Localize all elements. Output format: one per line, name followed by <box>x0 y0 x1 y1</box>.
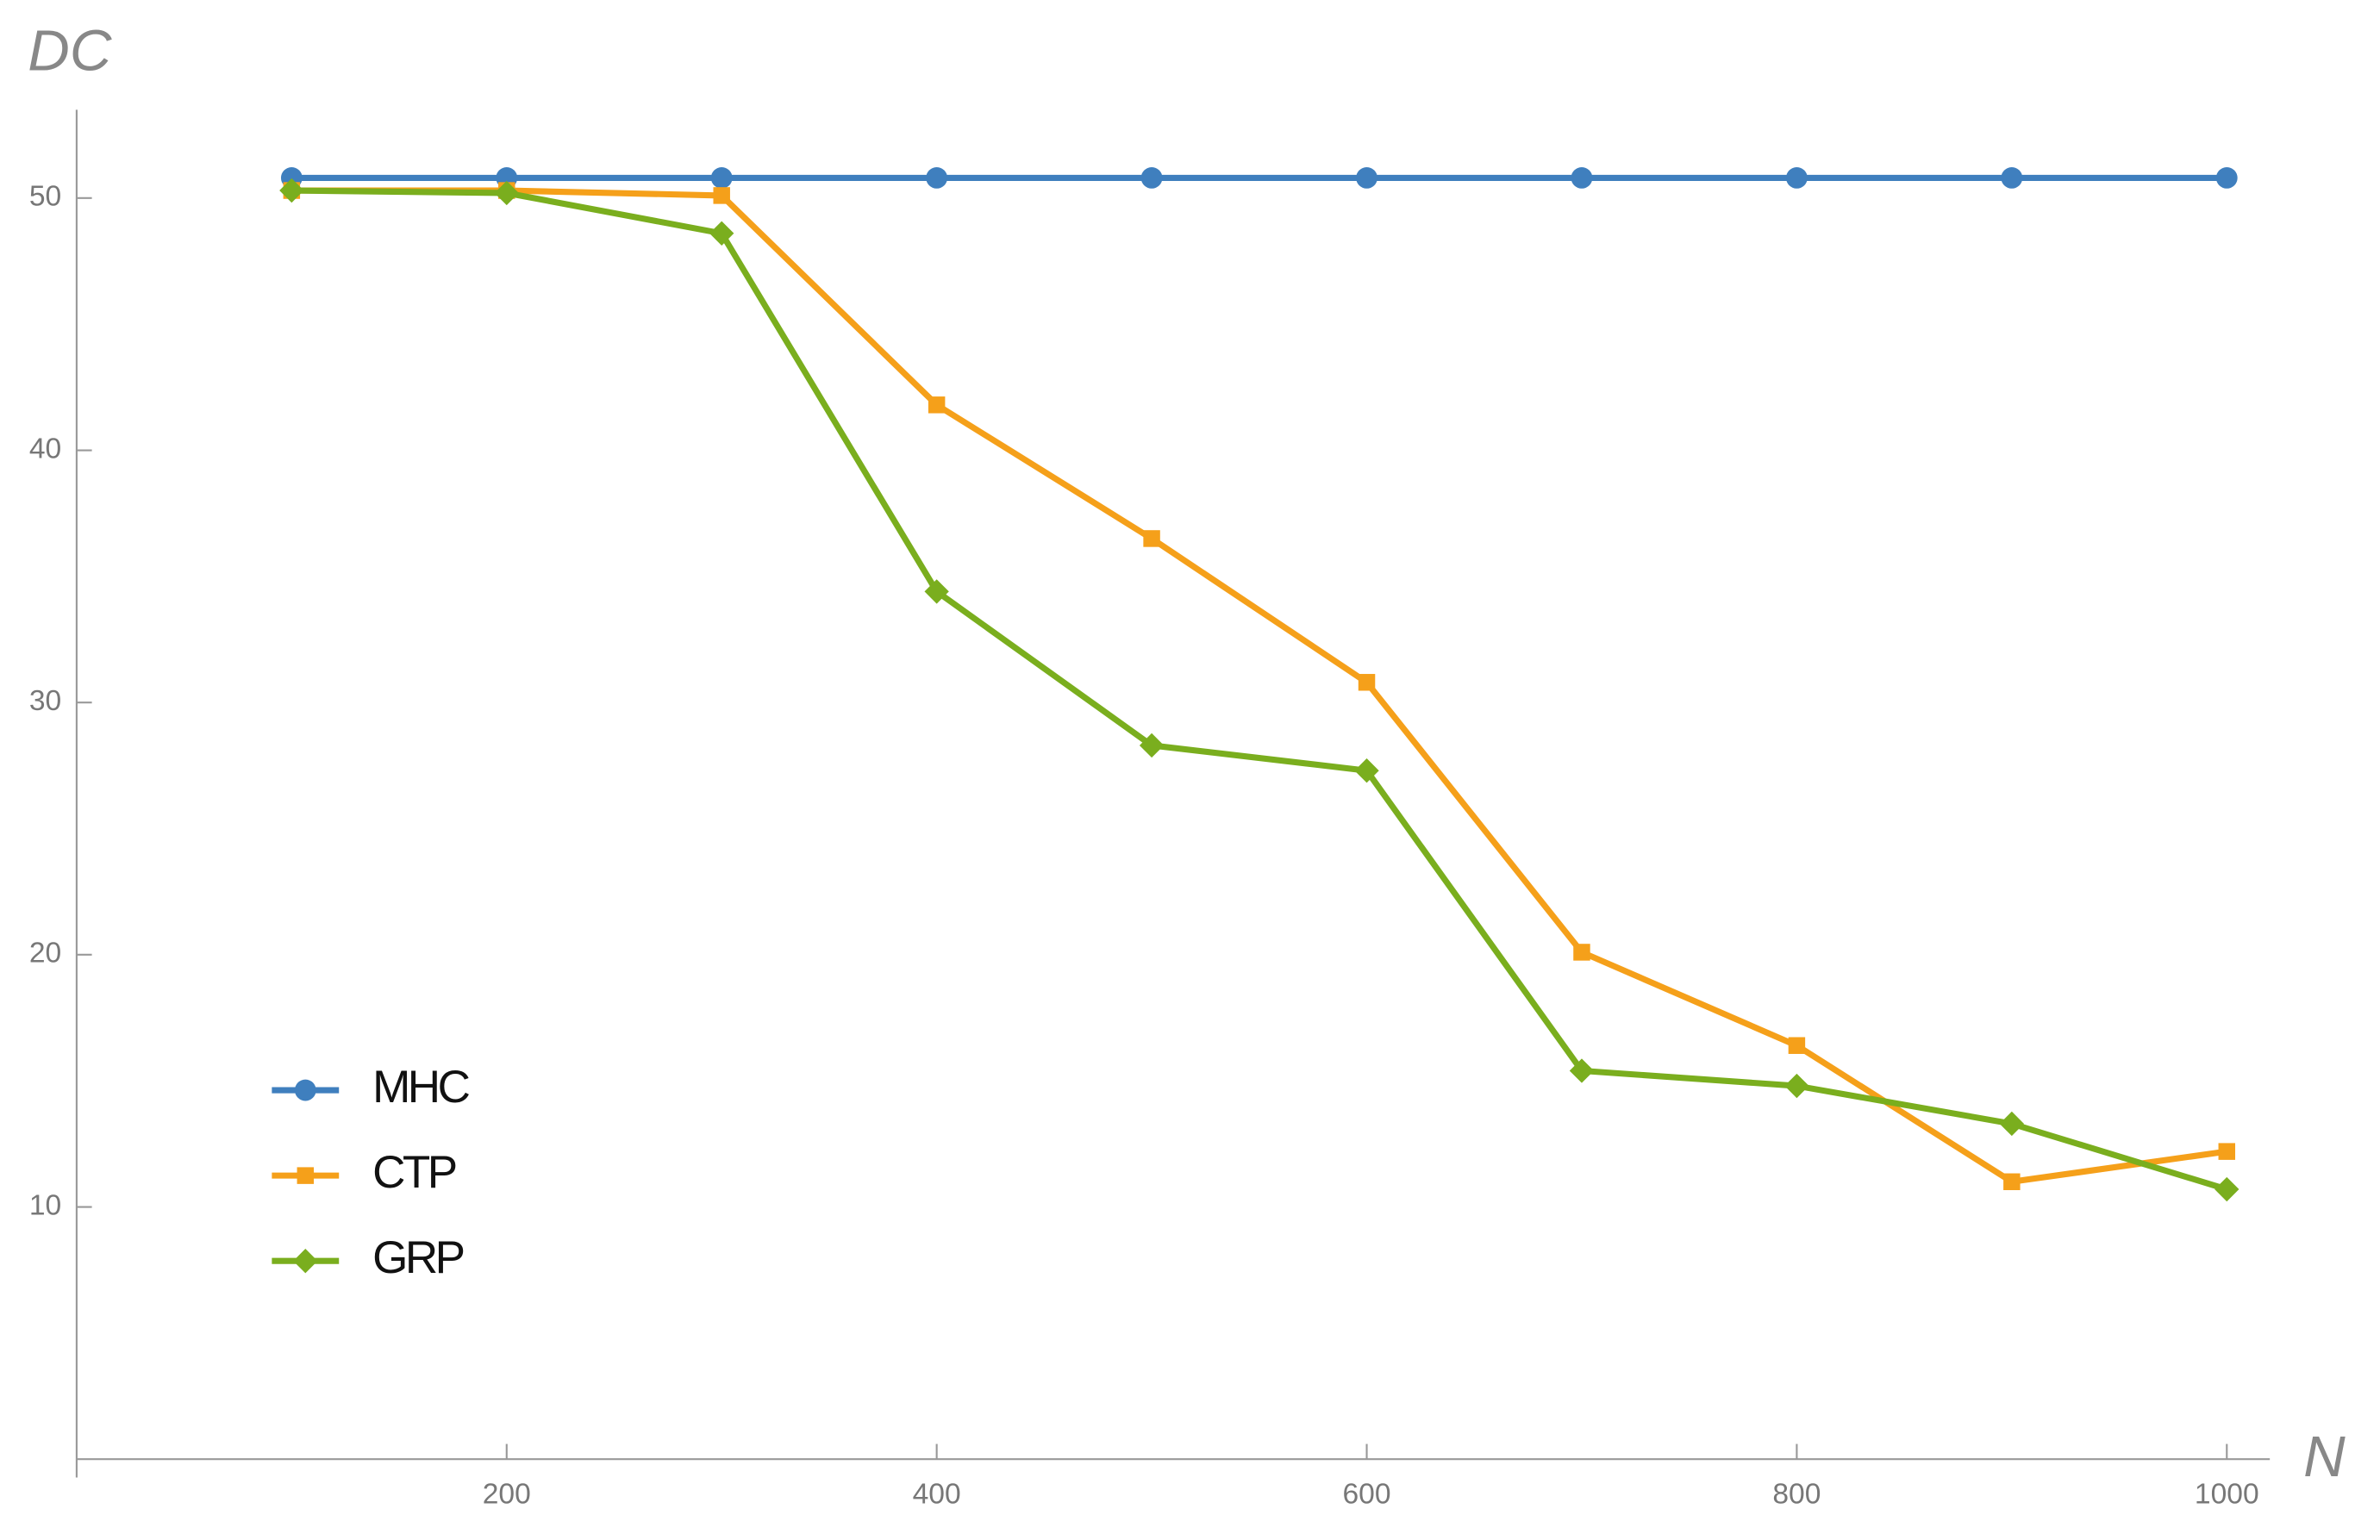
marker <box>1571 167 1593 189</box>
legend: MHC CTP GRP <box>272 1062 472 1283</box>
marker <box>713 187 730 204</box>
marker <box>1356 167 1377 189</box>
x-tick-label: 1000 <box>2195 1479 2259 1511</box>
x-axis-label: N <box>2303 1425 2346 1489</box>
y-tick-label: 50 <box>29 181 61 213</box>
legend-label: CTP <box>372 1147 456 1198</box>
marker <box>2214 1176 2239 1202</box>
x-tick-label: 600 <box>1342 1479 1390 1511</box>
legend-item: MHC <box>272 1062 472 1113</box>
series-line <box>291 187 2228 1193</box>
marker <box>297 1167 315 1184</box>
marker <box>1999 1111 2024 1137</box>
marker <box>1140 167 1163 189</box>
legend-item: GRP <box>272 1232 466 1283</box>
marker <box>710 167 733 189</box>
x-tick-label: 400 <box>913 1479 961 1511</box>
x-tick-label: 800 <box>1772 1479 1821 1511</box>
marker <box>924 579 949 604</box>
marker <box>1358 674 1376 691</box>
series-line <box>291 187 2227 1185</box>
marker <box>294 1079 316 1101</box>
marker <box>2001 167 2023 189</box>
y-tick-label: 30 <box>29 685 61 717</box>
marker <box>2003 1173 2021 1191</box>
marker <box>1143 530 1160 547</box>
marker <box>928 396 946 414</box>
y-axis-label: DC <box>28 18 112 83</box>
marker <box>279 178 304 203</box>
marker <box>1788 1037 1806 1054</box>
y-tick-label: 10 <box>29 1189 61 1221</box>
legend-item: CTP <box>272 1147 459 1198</box>
marker <box>2215 167 2238 189</box>
marker <box>1786 167 1808 189</box>
y-tick-label: 40 <box>29 433 61 464</box>
marker <box>926 167 948 189</box>
marker <box>1573 944 1590 961</box>
marker <box>1784 1073 1809 1099</box>
legend-label: GRP <box>372 1232 464 1283</box>
marker <box>2218 1143 2236 1160</box>
marker <box>709 221 734 246</box>
marker <box>293 1249 318 1274</box>
y-tick-label: 20 <box>29 938 61 970</box>
marker <box>494 180 519 206</box>
x-tick-label: 200 <box>483 1479 531 1511</box>
legend-label: MHC <box>372 1062 469 1113</box>
